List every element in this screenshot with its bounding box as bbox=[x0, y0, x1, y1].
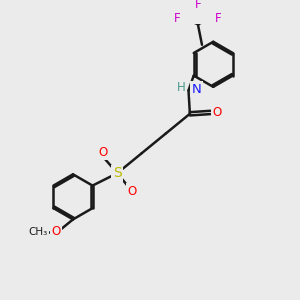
Text: O: O bbox=[128, 184, 137, 198]
Text: N: N bbox=[191, 82, 201, 96]
Text: F: F bbox=[215, 12, 221, 25]
Text: F: F bbox=[174, 12, 181, 25]
Text: F: F bbox=[194, 0, 201, 11]
Text: O: O bbox=[213, 106, 222, 119]
Text: S: S bbox=[113, 166, 122, 180]
Text: O: O bbox=[51, 225, 60, 238]
Text: CH₃: CH₃ bbox=[28, 227, 47, 237]
Text: O: O bbox=[98, 146, 108, 159]
Text: H: H bbox=[176, 81, 185, 94]
